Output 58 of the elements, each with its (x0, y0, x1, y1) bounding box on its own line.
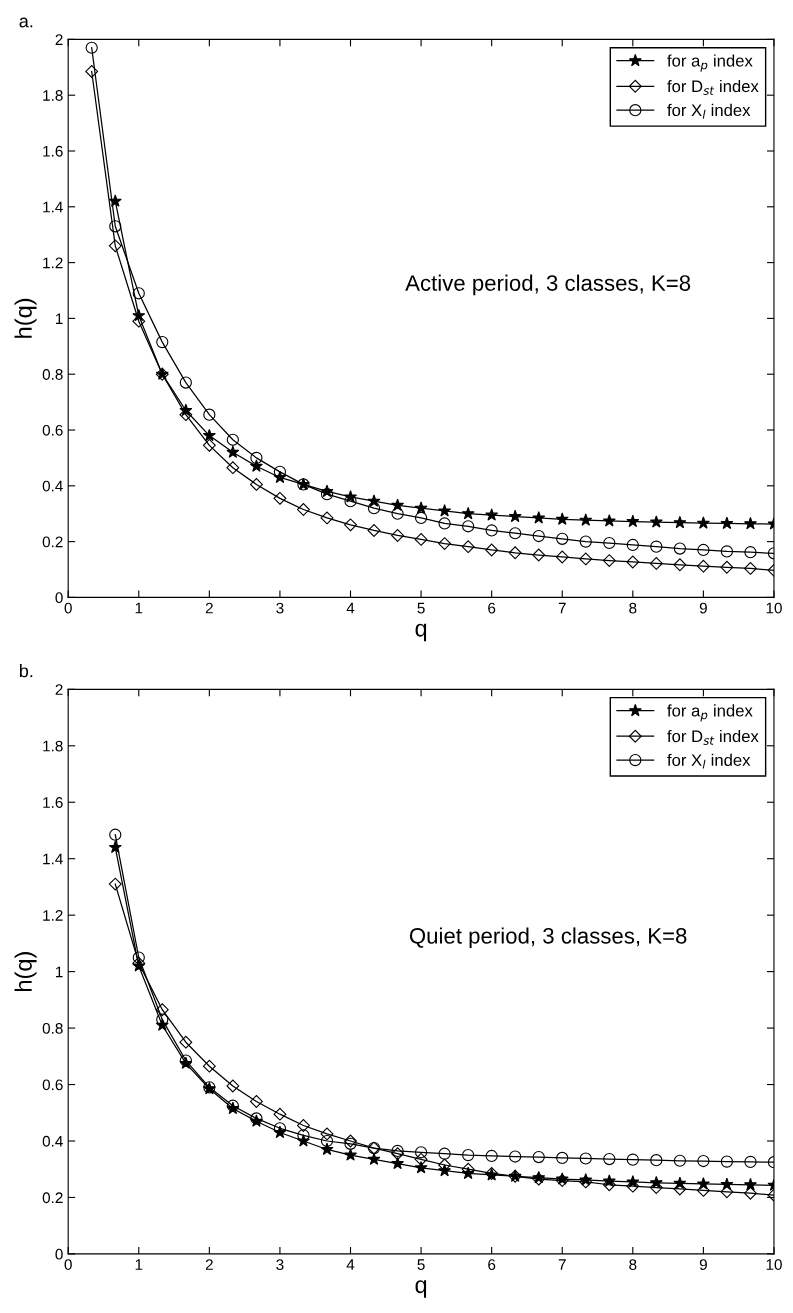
annotation: Active period, 3 classes, K=8 (405, 274, 691, 296)
legend-label: for a$_{p}$ index (667, 54, 753, 72)
x-tick-label: 9 (699, 1259, 707, 1270)
y-tick-label: 0.4 (42, 1135, 63, 1147)
x-tick-label: 7 (558, 1259, 566, 1270)
x-tick-label: 3 (276, 602, 284, 614)
legend-label: for D$_{st}$ index (667, 729, 759, 745)
x-tick-label: 4 (346, 602, 355, 614)
y-tick-label: 2 (55, 34, 63, 45)
x-tick-label: 8 (629, 602, 637, 614)
x-tick-label: 0 (64, 602, 72, 614)
y-tick-label: 1.8 (43, 740, 63, 752)
y-tick-label: 1.4 (43, 853, 63, 865)
chart-title: b. (19, 664, 33, 678)
x-axis-title: q (415, 1280, 427, 1298)
legend-label: for X$_{l}$ index (667, 753, 751, 769)
x-tick-label: 7 (558, 602, 566, 614)
x-tick-label: 8 (629, 1259, 637, 1270)
y-tick-label: 0.4 (42, 480, 63, 492)
x-tick-label: 2 (205, 1259, 213, 1270)
x-tick-label: 2 (205, 602, 213, 614)
x-tick-label: 3 (276, 1259, 284, 1270)
y-tick-label: 0.8 (42, 369, 63, 380)
x-tick-label: 9 (699, 602, 707, 614)
y-tick-label: 0.6 (42, 424, 63, 436)
x-tick-label: 6 (488, 602, 496, 614)
y-tick-label: 0.6 (42, 1079, 63, 1091)
y-tick-label: 1.6 (43, 797, 63, 808)
x-tick-label: 0 (64, 1259, 72, 1270)
y-tick-label: 1.2 (43, 257, 63, 269)
y-tick-label: 1.4 (43, 201, 63, 213)
y-tick-label: 0.2 (42, 536, 63, 548)
x-tick-label: 10 (766, 1259, 782, 1270)
y-tick-label: 1.8 (43, 90, 63, 101)
x-tick-label: 5 (417, 1259, 425, 1270)
y-tick-label: 0.2 (42, 1192, 63, 1204)
x-tick-label: 10 (766, 602, 782, 614)
y-tick-label: 0 (55, 592, 63, 604)
y-tick-label: 1.6 (43, 145, 63, 157)
x-tick-label: 4 (346, 1259, 355, 1270)
x-tick-label: 1 (135, 602, 143, 614)
y-axis-title: h(q) (14, 952, 37, 991)
chart-title: a. (19, 17, 33, 28)
legend-label: for a$_{p}$ index (667, 704, 753, 722)
legend-label: for D$_{st}$ index (667, 79, 759, 95)
y-tick-label: 0 (55, 1248, 63, 1260)
annotation: Quiet period, 3 classes, K=8 (409, 927, 687, 949)
x-axis-title: q (415, 623, 427, 642)
y-tick-label: 1.2 (43, 910, 63, 921)
y-tick-label: 1 (56, 966, 63, 978)
y-tick-label: 1 (56, 313, 63, 324)
y-tick-label: 0.8 (42, 1022, 63, 1034)
legend-label: for X$_{l}$ index (667, 103, 751, 119)
y-tick-label: 2 (55, 684, 63, 695)
x-tick-label: 6 (488, 1259, 496, 1270)
x-tick-label: 1 (135, 1259, 143, 1270)
x-tick-label: 5 (417, 602, 425, 614)
y-axis-title: h(q) (14, 298, 37, 338)
